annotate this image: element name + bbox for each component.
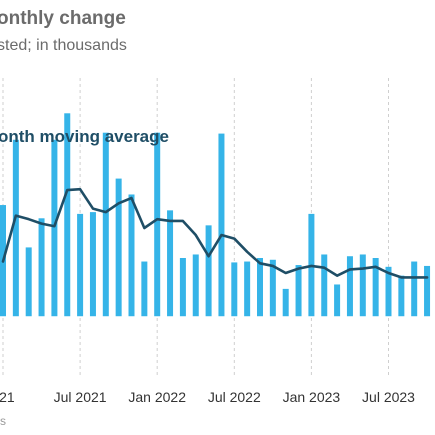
bar-2023-06 <box>372 258 379 317</box>
bar-2022-10 <box>269 259 276 317</box>
bar-2022-05 <box>205 225 212 317</box>
bar-2021-02 <box>12 139 19 317</box>
bar-2021-07 <box>77 213 84 317</box>
bar-2022-07 <box>231 262 238 317</box>
label-layer: 021 Jul 2021 Jan 2022 Jul 2022 Jan 2023 Jul 2… <box>0 127 415 405</box>
bar-2023-09 <box>411 261 418 317</box>
bar-2021-05 <box>51 139 58 317</box>
source-note: s <box>0 414 6 428</box>
x-tick-label: Jan 2022 <box>128 389 186 405</box>
bar-2022-02 <box>167 210 174 317</box>
bar-2021-04 <box>38 218 45 317</box>
bar-2022-03 <box>179 258 186 317</box>
bar-2023-07 <box>385 266 392 317</box>
bar-2022-06 <box>218 133 225 317</box>
bar-2021-10 <box>115 178 122 317</box>
bar-2021-06 <box>64 113 71 317</box>
bar-2023-03 <box>334 284 341 317</box>
bar-2021-11 <box>128 194 135 317</box>
bar-2022-01 <box>154 132 161 317</box>
chart-title: onthly change <box>0 8 126 29</box>
line-layer <box>1 187 429 279</box>
bar-2022-08 <box>244 261 251 317</box>
x-tick-label: Jan 2023 <box>283 389 341 405</box>
bar-2022-11 <box>282 288 289 317</box>
bar-2023-05 <box>359 254 366 317</box>
bar-2021-08 <box>89 212 96 317</box>
bar-2021-03 <box>25 247 32 317</box>
bar-2023-04 <box>346 256 353 317</box>
bar-2021-12 <box>141 261 148 317</box>
x-tick-label: 021 <box>0 389 15 405</box>
bar-2022-12 <box>295 265 302 317</box>
x-tick-label: Jul 2022 <box>208 389 261 405</box>
bar-2022-04 <box>192 254 199 317</box>
bar-2023-02 <box>321 254 328 317</box>
x-tick-label: Jul 2021 <box>54 389 107 405</box>
moving-average-label: onth moving average <box>0 127 169 146</box>
bar-2022-09 <box>257 258 263 317</box>
grid-layer <box>2 78 389 378</box>
bar-2023-08 <box>398 275 405 317</box>
bar-layer <box>0 113 431 317</box>
bar-2023-10 <box>424 265 431 317</box>
moving-average-line <box>1 187 429 279</box>
x-tick-label: Jul 2023 <box>362 389 415 405</box>
bar-2021-09 <box>102 132 109 317</box>
chart-subtitle: sted; in thousands <box>0 37 127 54</box>
